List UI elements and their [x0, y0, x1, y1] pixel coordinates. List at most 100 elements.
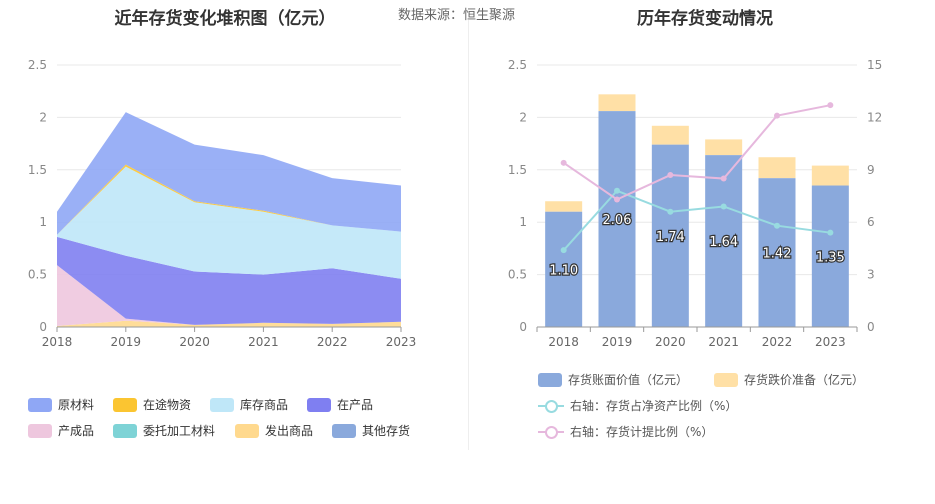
left-y-tick-label: 1: [39, 215, 47, 229]
right-y2-tick-label: 3: [867, 268, 875, 282]
left-legend-item[interactable]: 原材料: [28, 396, 94, 413]
book-value-data-label: 1.64: [709, 235, 738, 250]
provision-ratio-point: [667, 172, 674, 179]
ratio-net-assets-point: [560, 247, 567, 254]
provision-ratio-point: [614, 196, 620, 203]
legend-swatch: [235, 423, 259, 438]
left-y-tick-label: 2: [39, 110, 47, 124]
provision-ratio-point: [720, 175, 727, 182]
right-legend-item[interactable]: 右轴：存货计提比例（%）: [538, 423, 713, 440]
ratio-net-assets-point: [774, 222, 780, 229]
left-legend-item[interactable]: 发出商品: [235, 422, 313, 439]
right-y-tick-label: 2.5: [508, 58, 527, 72]
book-value-data-label: 1.42: [763, 247, 792, 262]
legend-label: 在途物资: [143, 398, 192, 412]
legend-swatch: [538, 399, 564, 413]
right-y-tick-label: 1.5: [508, 163, 527, 177]
right-x-tick-label: 2022: [762, 335, 793, 349]
left-x-tick-label: 2020: [179, 335, 210, 349]
left-legend-item[interactable]: 在途物资: [113, 396, 191, 413]
legend-label: 右轴：存货计提比例（%）: [570, 425, 714, 439]
book-value-data-label: 2.06: [603, 213, 632, 228]
legend-swatch: [210, 397, 234, 412]
left-chart-title: 近年存货变化堆积图（亿元）: [114, 9, 336, 29]
left-legend-item[interactable]: 其他存货: [332, 422, 410, 439]
legend-swatch: [28, 397, 52, 412]
legend-swatch: [28, 423, 52, 438]
ratio-net-assets-line: [562, 189, 831, 251]
right-y2-tick-label: 6: [867, 215, 875, 229]
right-y-tick-label: 1: [519, 215, 527, 229]
provision-ratio-point: [774, 112, 780, 119]
legend-swatch: [307, 397, 331, 412]
legend-swatch: [538, 372, 562, 387]
area-库存商品: [57, 166, 401, 279]
ratio-net-assets-point: [614, 187, 620, 194]
provision-ratio-point: [827, 102, 834, 109]
right-legend-item[interactable]: 存货账面价值（亿元）: [538, 371, 688, 388]
legend-swatch: [113, 397, 137, 412]
left-legend-item[interactable]: 库存商品: [210, 396, 288, 413]
left-x-tick-label: 2021: [248, 335, 279, 349]
left-y-tick-label: 0.5: [28, 268, 47, 282]
provision-bar: [758, 157, 796, 179]
book-value-data-label: 1.10: [549, 263, 578, 278]
right-x-tick-label: 2018: [548, 335, 579, 349]
right-x-tick-label: 2021: [708, 335, 739, 349]
legend-label: 存货跌价准备（亿元）: [744, 373, 865, 387]
right-y-tick-label: 0: [519, 320, 527, 334]
right-chart-title: 历年存货变动情况: [637, 9, 773, 29]
right-x-tick-label: 2023: [815, 335, 846, 349]
legend-label: 库存商品: [240, 398, 289, 412]
data-source-note: 数据来源：恒生聚源: [398, 8, 516, 23]
book-value-bar: [811, 185, 849, 327]
area-在产品: [57, 236, 401, 325]
left-x-tick-label: 2019: [111, 335, 142, 349]
book-value-bar: [545, 211, 583, 327]
area-原材料: [57, 112, 401, 235]
legend-swatch: [538, 425, 564, 439]
book-value-bar: [705, 155, 743, 327]
legend-label: 在产品: [337, 398, 374, 412]
book-value-bar: [598, 111, 636, 327]
right-y2-tick-label: 15: [867, 58, 882, 72]
provision-bar: [705, 139, 743, 156]
book-value-data-label: 1.35: [816, 250, 845, 265]
right-legend-item[interactable]: 存货跌价准备（亿元）: [714, 371, 864, 388]
left-y-tick-label: 2.5: [28, 58, 47, 72]
legend-swatch: [332, 423, 356, 438]
right-x-tick-label: 2020: [655, 335, 686, 349]
provision-bar: [598, 94, 636, 112]
left-legend-item[interactable]: 产成品: [28, 422, 94, 439]
book-value-bar: [758, 178, 796, 327]
right-x-tick-label: 2019: [602, 335, 633, 349]
ratio-net-assets-point: [720, 203, 727, 210]
legend-swatch: [714, 372, 738, 387]
legend-label: 产成品: [58, 424, 95, 438]
right-y2-tick-label: 0: [867, 320, 875, 334]
left-y-tick-label: 0: [39, 320, 47, 334]
right-y-tick-label: 0.5: [508, 268, 527, 282]
provision-bar: [651, 125, 689, 145]
left-x-tick-label: 2018: [42, 335, 73, 349]
right-legend-item[interactable]: 右轴：存货占净资产比例（%）: [538, 397, 737, 414]
legend-swatch: [113, 423, 137, 438]
legend-label: 右轴：存货占净资产比例（%）: [570, 399, 738, 413]
provision-bar: [811, 165, 849, 186]
left-legend-item[interactable]: 委托加工材料: [113, 422, 215, 439]
ratio-net-assets-point: [827, 229, 834, 236]
panel-divider: [468, 20, 469, 450]
right-y2-tick-label: 12: [867, 110, 882, 124]
legend-label: 存货账面价值（亿元）: [568, 373, 689, 387]
left-legend-item[interactable]: 在产品: [307, 396, 373, 413]
legend-label: 发出商品: [265, 424, 314, 438]
legend-label: 原材料: [58, 398, 95, 412]
area-发出商品: [57, 320, 401, 327]
left-y-tick-label: 1.5: [28, 163, 47, 177]
legend-label: 委托加工材料: [143, 424, 216, 438]
legend-label: 其他存货: [362, 424, 411, 438]
ratio-net-assets-point: [667, 208, 674, 215]
left-x-tick-label: 2023: [386, 335, 417, 349]
provision-ratio-line: [563, 104, 831, 201]
